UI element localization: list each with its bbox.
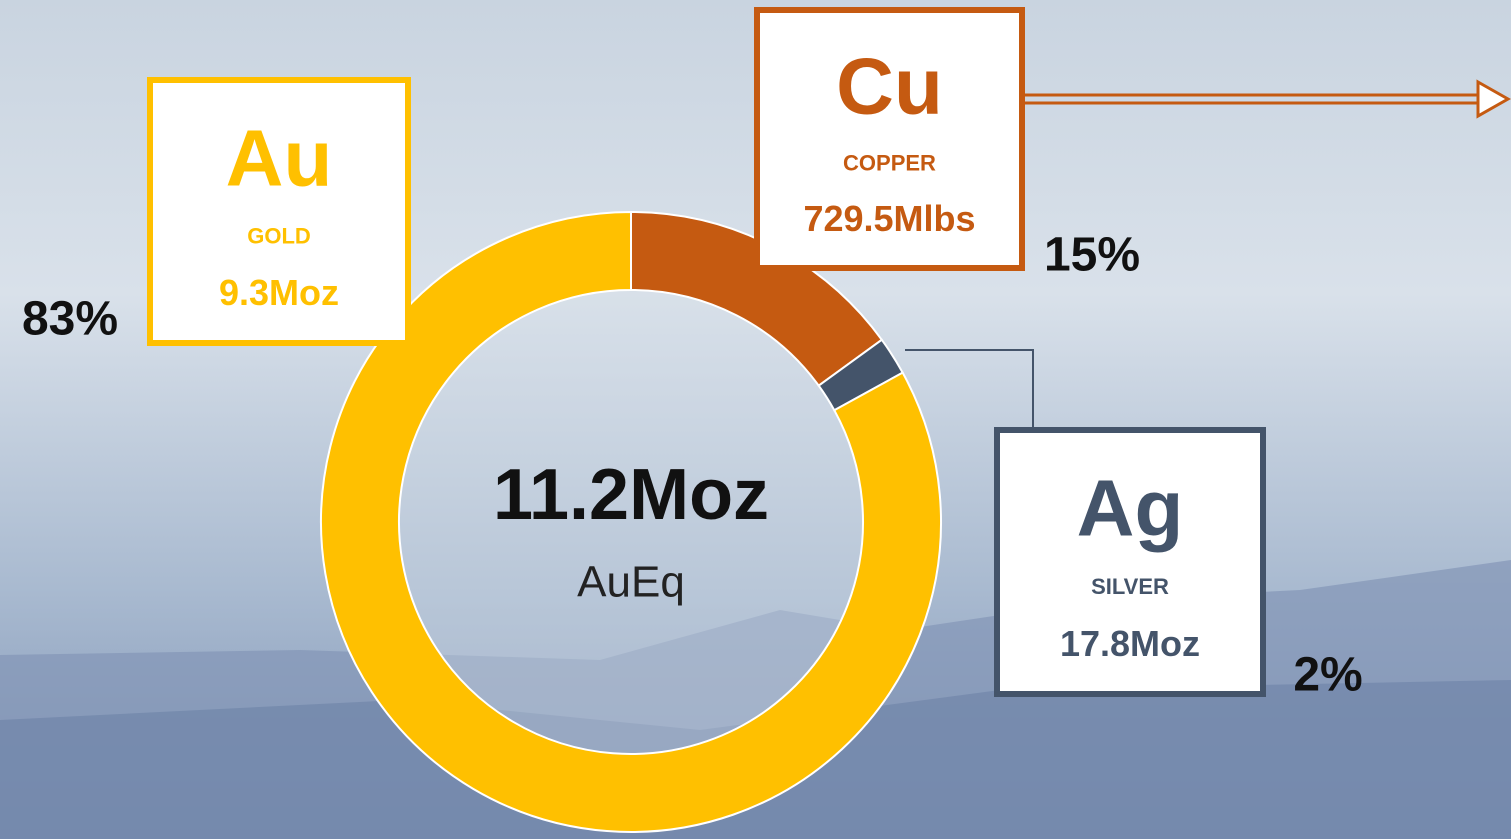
element-symbol: Ag — [1077, 464, 1184, 553]
center-value: 11.2Moz — [493, 455, 769, 535]
value-label: 2% — [1293, 649, 1362, 702]
center-label: AuEq — [577, 558, 685, 607]
value-label: 15% — [1044, 229, 1140, 282]
chart: 11.2Moz AuEq Cu COPPER 729.5Mlbs 15% Ag SILVE… — [0, 0, 1511, 839]
element-symbol: Cu — [836, 42, 943, 131]
element-amount: 17.8Moz — [1060, 623, 1200, 664]
element-amount: 729.5Mlbs — [803, 198, 975, 239]
element-amount: 9.3Moz — [219, 272, 339, 313]
element-symbol: Au — [226, 113, 333, 202]
element-name: COPPER — [843, 151, 936, 176]
value-label: 83% — [22, 293, 118, 346]
element-name: SILVER — [1091, 574, 1169, 599]
element-name: GOLD — [247, 224, 311, 249]
